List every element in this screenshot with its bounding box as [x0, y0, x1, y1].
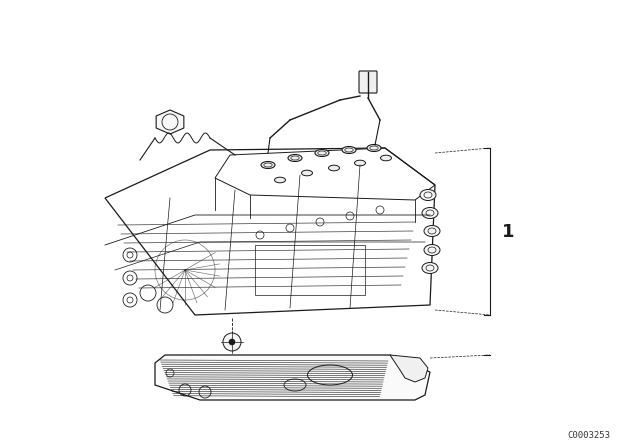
Ellipse shape [420, 190, 436, 201]
Circle shape [229, 339, 235, 345]
Ellipse shape [422, 207, 438, 219]
Ellipse shape [424, 225, 440, 237]
Text: C0003253: C0003253 [567, 431, 610, 440]
Text: 1: 1 [502, 223, 515, 241]
Circle shape [223, 333, 241, 351]
Ellipse shape [367, 145, 381, 151]
Ellipse shape [301, 170, 312, 176]
Ellipse shape [424, 245, 440, 255]
Polygon shape [155, 355, 430, 400]
Ellipse shape [342, 146, 356, 154]
Polygon shape [390, 355, 428, 382]
Ellipse shape [315, 150, 329, 156]
Ellipse shape [422, 263, 438, 273]
Ellipse shape [328, 165, 339, 171]
Ellipse shape [275, 177, 285, 183]
Ellipse shape [381, 155, 392, 161]
Ellipse shape [288, 155, 302, 161]
Ellipse shape [355, 160, 365, 166]
Polygon shape [156, 110, 184, 134]
Ellipse shape [261, 161, 275, 168]
FancyBboxPatch shape [359, 71, 377, 93]
